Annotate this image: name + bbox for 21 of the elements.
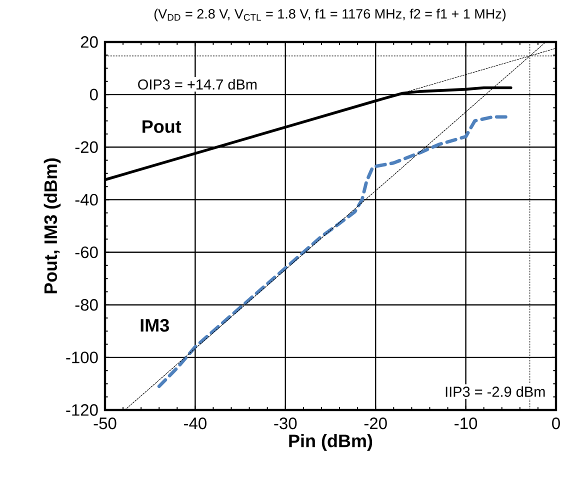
ref-line-label: IIP3 = -2.9 dBm — [446, 386, 545, 397]
x-axis-title: Pin (dBm) — [289, 434, 372, 451]
y-tick-label: -40 — [75, 194, 98, 206]
x-tick-label: -20 — [364, 418, 387, 430]
y-tick-label: 0 — [90, 88, 98, 100]
series-label: IM3 — [140, 318, 169, 332]
y-axis-title: Pout, IM3 (dBm) — [44, 158, 61, 294]
y-tick-label: -20 — [75, 141, 98, 153]
x-tick-label: -50 — [94, 418, 116, 430]
y-tick-label: -60 — [75, 246, 98, 258]
ref-line-label: OIP3 = +14.7 dBm — [138, 79, 257, 90]
y-tick-label: -100 — [66, 352, 98, 364]
y-tick-label: -80 — [75, 299, 98, 311]
x-tick-label: -10 — [454, 418, 478, 430]
y-tick-label: -120 — [66, 404, 98, 416]
x-tick-label: -30 — [274, 418, 297, 430]
x-tick-label: 0 — [552, 418, 560, 430]
chart-title: (V$_{DD}$ = 2.8 V, V$_{CTL}$ = 1.8 V, f1 = 1176 MHz, f2 = f1 + 1 MHz) — [154, 8, 506, 22]
x-tick-label: -40 — [184, 418, 206, 430]
series-label: Pout — [142, 120, 182, 133]
y-tick-label: 20 — [80, 36, 98, 48]
